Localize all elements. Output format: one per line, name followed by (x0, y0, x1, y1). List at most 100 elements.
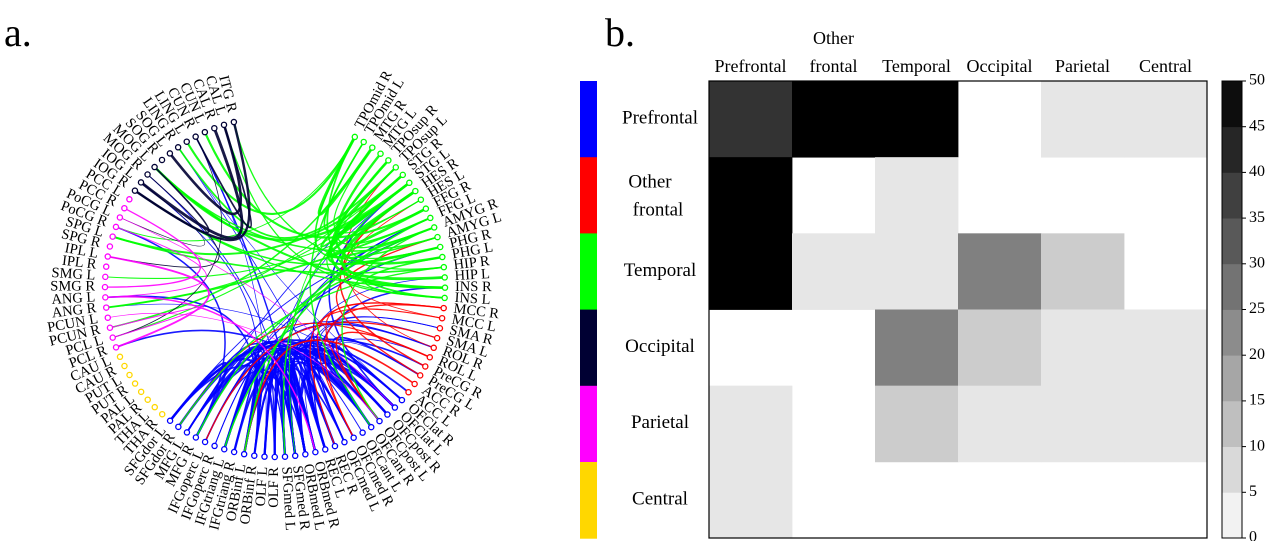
heatmap-cell (875, 233, 959, 310)
chord-node (440, 263, 448, 271)
heatmap-row-label: Prefrontal (622, 107, 698, 128)
chord-node (438, 314, 446, 322)
chord-node (405, 388, 412, 396)
chord-node (261, 453, 268, 460)
chord-node (126, 196, 133, 203)
chord-link (233, 121, 444, 270)
chord-node (220, 445, 228, 453)
chord-node (104, 314, 112, 321)
heatmap-column-label: Temporal (882, 56, 951, 76)
chord-node (175, 423, 182, 431)
chord-node (230, 448, 238, 456)
chord-node (436, 325, 444, 332)
chord-node (109, 233, 116, 240)
chord-link (309, 308, 443, 447)
chord-node (112, 344, 120, 351)
chord-node (211, 124, 218, 132)
chord-link (109, 306, 204, 339)
chord-node (174, 144, 182, 151)
chord-node (312, 448, 319, 456)
region-color-swatch (580, 385, 597, 463)
chord-node (144, 396, 151, 403)
heatmap-row-label: Parietal (631, 412, 689, 433)
chord-node (427, 214, 434, 222)
chord-link (223, 217, 431, 450)
chord-node (116, 353, 124, 361)
colorbar-segment (1222, 355, 1242, 402)
chord-link (134, 166, 210, 234)
chord-node (281, 453, 289, 460)
chord-node (158, 410, 166, 418)
chord-node (121, 362, 128, 370)
chord-link (334, 152, 443, 265)
chord-link (185, 136, 356, 215)
heatmap-column-label: Prefrontal (715, 56, 787, 76)
chord-node (240, 450, 248, 458)
chord-node (416, 372, 424, 379)
chord-node (422, 363, 429, 370)
heatmap-cell (1041, 385, 1125, 463)
heatmap-row-labels: Prefrontal Other frontal Temporal Occipital P… (622, 107, 698, 509)
heatmap-cell (1041, 309, 1125, 387)
chord-node (183, 429, 191, 436)
heatmap-cell (709, 461, 793, 539)
heatmap-column-label: Central (1139, 56, 1192, 76)
chord-node (131, 187, 139, 194)
chord-node (101, 283, 109, 291)
chord-node (359, 429, 366, 436)
chord-link (107, 255, 210, 349)
chord-node (183, 138, 190, 145)
chord-node (441, 274, 448, 281)
chord-node (192, 133, 199, 140)
heatmap-row-label: Occipital (625, 336, 695, 357)
chord-node (104, 253, 112, 260)
heatmap-frame (708, 80, 1208, 539)
chord-node (377, 150, 384, 157)
chord-link (106, 303, 403, 401)
heatmap-cells (709, 81, 1208, 539)
heatmap-cell (958, 233, 1042, 310)
chord-link (194, 350, 258, 455)
chord-node (385, 157, 392, 164)
chord-link (341, 226, 435, 422)
chord-node-label: SFGmed R (289, 465, 313, 532)
chord-node (102, 294, 109, 301)
heatmap-cell (792, 81, 876, 158)
chord-node-label: IPL R (61, 253, 98, 273)
chord-node (433, 334, 441, 342)
chord-node (158, 156, 166, 164)
chord-node (367, 423, 375, 431)
chord-node-label: PHG L (451, 239, 495, 262)
heatmap-cell (709, 81, 793, 158)
chord-node (350, 434, 357, 441)
chord-node (412, 187, 419, 195)
chord-node (211, 442, 218, 450)
colorbar-tick-label: 40 (1249, 163, 1265, 180)
chord-node (398, 396, 406, 404)
chord-node (201, 128, 209, 136)
chord-node (411, 380, 418, 388)
chord-node (376, 417, 383, 425)
heatmap-cell (875, 157, 959, 234)
colorbar-segment (1222, 446, 1242, 493)
chord-node (102, 263, 110, 270)
chord-node (137, 179, 145, 186)
chord-node-label: OLF R (266, 467, 282, 508)
chord-link (112, 174, 404, 256)
chord-node (430, 344, 438, 352)
chord-node (230, 118, 238, 126)
chord-node (439, 253, 446, 261)
chord-link (107, 174, 220, 268)
region-color-bar (580, 81, 597, 539)
chord-link (115, 136, 356, 242)
chord-node-label: SMG R (50, 278, 95, 294)
heatmap-cell (709, 385, 793, 463)
heatmap-column-label: Occipital (967, 56, 1033, 76)
colorbar-segment (1222, 492, 1242, 539)
chord-node (103, 304, 110, 311)
colorbar-tick-label: 45 (1249, 117, 1265, 134)
colorbar-tick-label: 10 (1249, 437, 1265, 454)
